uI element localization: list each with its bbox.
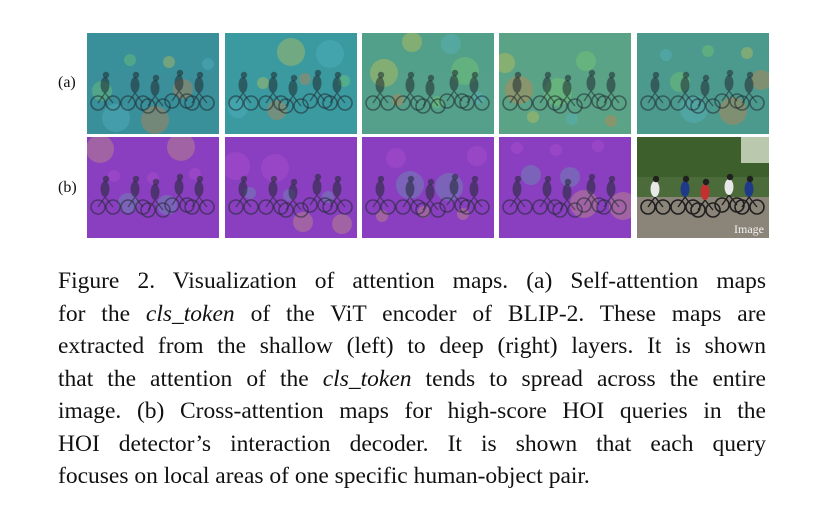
figure-caption: Figure 2. Visualization of attention map… <box>58 265 766 493</box>
caption-line: Figure 2. Visualization of attention map… <box>58 268 766 294</box>
attention-map-grid: Image <box>87 33 770 238</box>
row-label-b: (b) <box>58 179 77 196</box>
caption-line: for the cls_token of the ViT encoder of … <box>58 300 766 327</box>
row-label-a: (a) <box>58 74 76 91</box>
self-attention-map <box>499 33 631 134</box>
caption-line: HOI detector’s interaction decoder. It i… <box>58 430 766 457</box>
math-term: cls_token <box>145 300 235 327</box>
caption-line: focuses on local areas of one specific h… <box>58 463 590 489</box>
caption-line: that the attention of the cls_token tend… <box>58 365 766 392</box>
cross-attention-map <box>225 137 357 238</box>
image-label: Image <box>734 222 764 236</box>
self-attention-map <box>87 33 219 134</box>
original-image: Image <box>637 137 769 238</box>
self-attention-map <box>637 33 769 134</box>
cross-attention-map <box>499 137 631 238</box>
self-attention-map <box>362 33 494 134</box>
caption-line: extracted from the shallow (left) to dee… <box>58 333 766 359</box>
self-attention-map <box>225 33 357 134</box>
cross-attention-map <box>362 137 494 238</box>
caption-line: image. (b) Cross-attention maps for high… <box>58 398 766 424</box>
math-term: cls_token <box>322 365 412 392</box>
cross-attention-map <box>87 137 219 238</box>
